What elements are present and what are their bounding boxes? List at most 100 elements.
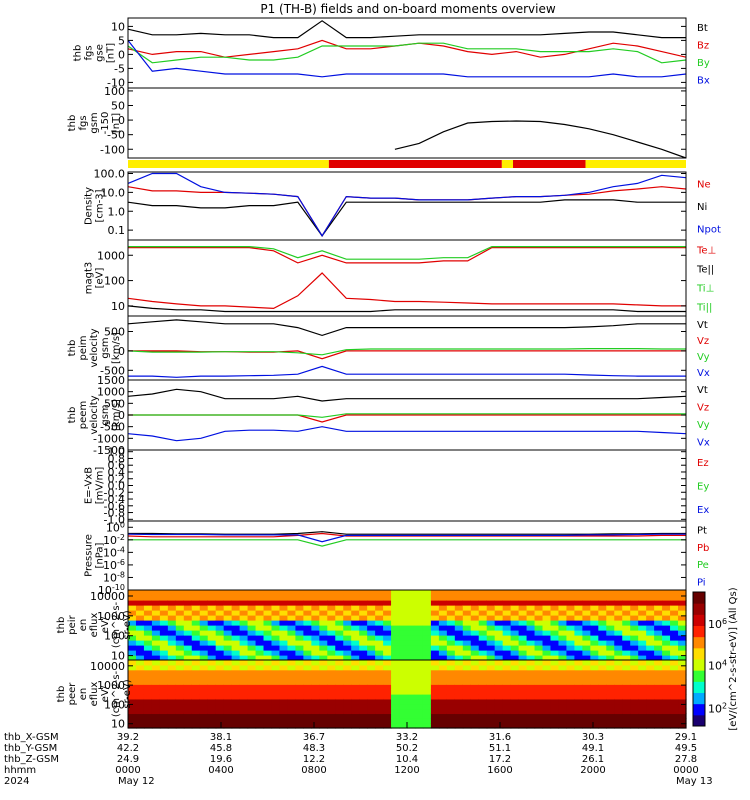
- spectrogram-cell: [430, 650, 440, 656]
- spectrogram-cell: [582, 679, 591, 685]
- y-tick-label: 500: [104, 326, 125, 339]
- panel-frame: [127, 315, 687, 381]
- spectrogram-cell: [510, 615, 520, 621]
- spectrogram-cell: [662, 610, 671, 616]
- spectrogram-cell: [143, 650, 153, 656]
- spectrogram-cell: [582, 600, 591, 606]
- spectrogram-cell: [223, 655, 233, 661]
- spectrogram-cell: [311, 620, 320, 626]
- spectrogram-cell: [183, 660, 193, 666]
- spectrogram-cell: [534, 694, 544, 700]
- spectrogram-cell: [422, 595, 432, 601]
- spectrogram-cell: [199, 605, 209, 611]
- spectrogram-cell: [135, 703, 145, 710]
- spectrogram-cell: [343, 708, 352, 715]
- spectrogram-cell: [335, 610, 344, 616]
- spectrogram-cell: [175, 694, 185, 700]
- spectrogram-cell: [367, 698, 376, 705]
- spectrogram-cell: [223, 708, 233, 715]
- spectrogram-cell: [255, 684, 265, 690]
- spectrogram-cell: [534, 703, 544, 710]
- spectrogram-cell: [606, 610, 615, 616]
- spectrogram-cell: [247, 708, 257, 715]
- spectrogram-cell: [534, 674, 544, 681]
- y-axis-label: E=-VxB[mV/m]: [84, 467, 106, 505]
- spectrogram-cell: [183, 664, 193, 671]
- spectrogram-cell: [478, 713, 488, 719]
- spectrogram-cell: [143, 590, 153, 596]
- series-line-Npot: [127, 172, 687, 237]
- spectrogram-cell: [622, 610, 631, 616]
- spectrogram-cell: [534, 610, 544, 616]
- spectrogram-cell: [183, 674, 193, 681]
- series-line-Vt: [127, 319, 686, 337]
- spectrogram-cell: [383, 698, 392, 705]
- spectrogram-cell: [630, 660, 639, 666]
- spectrogram-cell: [414, 635, 424, 641]
- spectrogram-cell: [670, 703, 679, 710]
- spectrogram-cell: [319, 630, 328, 636]
- spectrogram-cell: [494, 640, 504, 646]
- spectrogram-cell: [494, 664, 504, 671]
- spectrogram-cell: [167, 664, 177, 671]
- spectrogram-cell: [630, 650, 639, 656]
- spectrogram-cell: [526, 650, 536, 656]
- spectrogram-cell: [319, 713, 328, 719]
- spectrogram-cell: [510, 708, 520, 715]
- spectrogram-cell: [598, 684, 607, 690]
- spectrogram-cell: [279, 590, 289, 596]
- spectrogram-cell: [478, 645, 488, 651]
- spectrogram-cell: [414, 703, 424, 710]
- spectrogram-cell: [311, 708, 320, 715]
- spectrogram-cell: [247, 590, 257, 596]
- spectrogram-cell: [255, 620, 265, 626]
- spectrogram-cell: [135, 625, 145, 631]
- spectrogram-cell: [135, 669, 145, 676]
- spectrogram-cell: [654, 718, 663, 724]
- spectrogram-cell: [175, 664, 185, 671]
- spectrogram-cell: [135, 615, 145, 621]
- spectrogram-cell: [422, 645, 432, 651]
- spectrogram-cell: [167, 718, 177, 724]
- spectrogram-cell: [239, 595, 249, 601]
- spectrogram-cell: [271, 655, 281, 661]
- spectrogram-cell: [422, 635, 432, 641]
- spectrogram-cell: [678, 630, 687, 636]
- spectrogram-cell: [566, 708, 575, 715]
- spectrogram-cell: [271, 694, 281, 700]
- spectrogram-cell: [335, 595, 344, 601]
- y-tick-label: -100: [100, 143, 125, 156]
- spectrogram-cell: [199, 595, 209, 601]
- spectrogram-cell: [518, 620, 528, 626]
- spectrogram-cell: [223, 660, 233, 666]
- spectrogram-cell: [143, 605, 153, 611]
- y-tick-label: 100.0: [94, 167, 126, 180]
- spectrogram-cell: [231, 660, 241, 666]
- spectrogram-cell: [414, 600, 424, 606]
- spectrogram-cell: [151, 708, 161, 715]
- y-tick-label: 10: [111, 20, 125, 33]
- spectrogram-cell: [279, 674, 289, 681]
- spectrogram-cell: [167, 630, 177, 636]
- spectrogram-cell: [279, 615, 289, 621]
- spectrogram-cell: [167, 645, 177, 651]
- spectrogram-cell: [534, 595, 544, 601]
- spectrogram-cell: [678, 650, 687, 656]
- spectrogram-cell: [574, 620, 583, 626]
- spectrogram-cell: [654, 723, 663, 729]
- spectrogram-cell: [199, 620, 209, 626]
- spectrogram-cell: [598, 674, 607, 681]
- spectrogram-cell: [558, 595, 568, 601]
- series-line-Te⊥: [127, 272, 686, 310]
- spectrogram-cell: [223, 689, 233, 695]
- colorbar-label: [eV/(cm^2-s-str-eV)] (All Qs): [728, 587, 739, 730]
- spectrogram-cell: [359, 708, 368, 715]
- spectrogram-cell: [303, 600, 312, 606]
- spectrogram-cell: [159, 669, 169, 676]
- ephemeris-value: 49.1: [582, 743, 604, 754]
- spectrogram-cell: [359, 595, 368, 601]
- spectrogram-cell: [654, 684, 663, 690]
- y-tick-label: 100: [104, 85, 125, 98]
- spectrogram-cell: [606, 679, 615, 685]
